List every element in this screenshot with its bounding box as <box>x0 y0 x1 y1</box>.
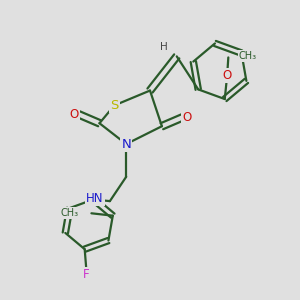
Text: F: F <box>83 268 89 281</box>
Text: HN: HN <box>86 192 104 205</box>
Text: H: H <box>160 42 168 52</box>
Text: O: O <box>70 108 79 121</box>
Text: O: O <box>182 111 192 124</box>
Text: CH₃: CH₃ <box>239 51 257 61</box>
Text: O: O <box>223 69 232 82</box>
Text: S: S <box>110 99 118 112</box>
Text: N: N <box>121 138 131 151</box>
Text: CH₃: CH₃ <box>61 208 79 218</box>
